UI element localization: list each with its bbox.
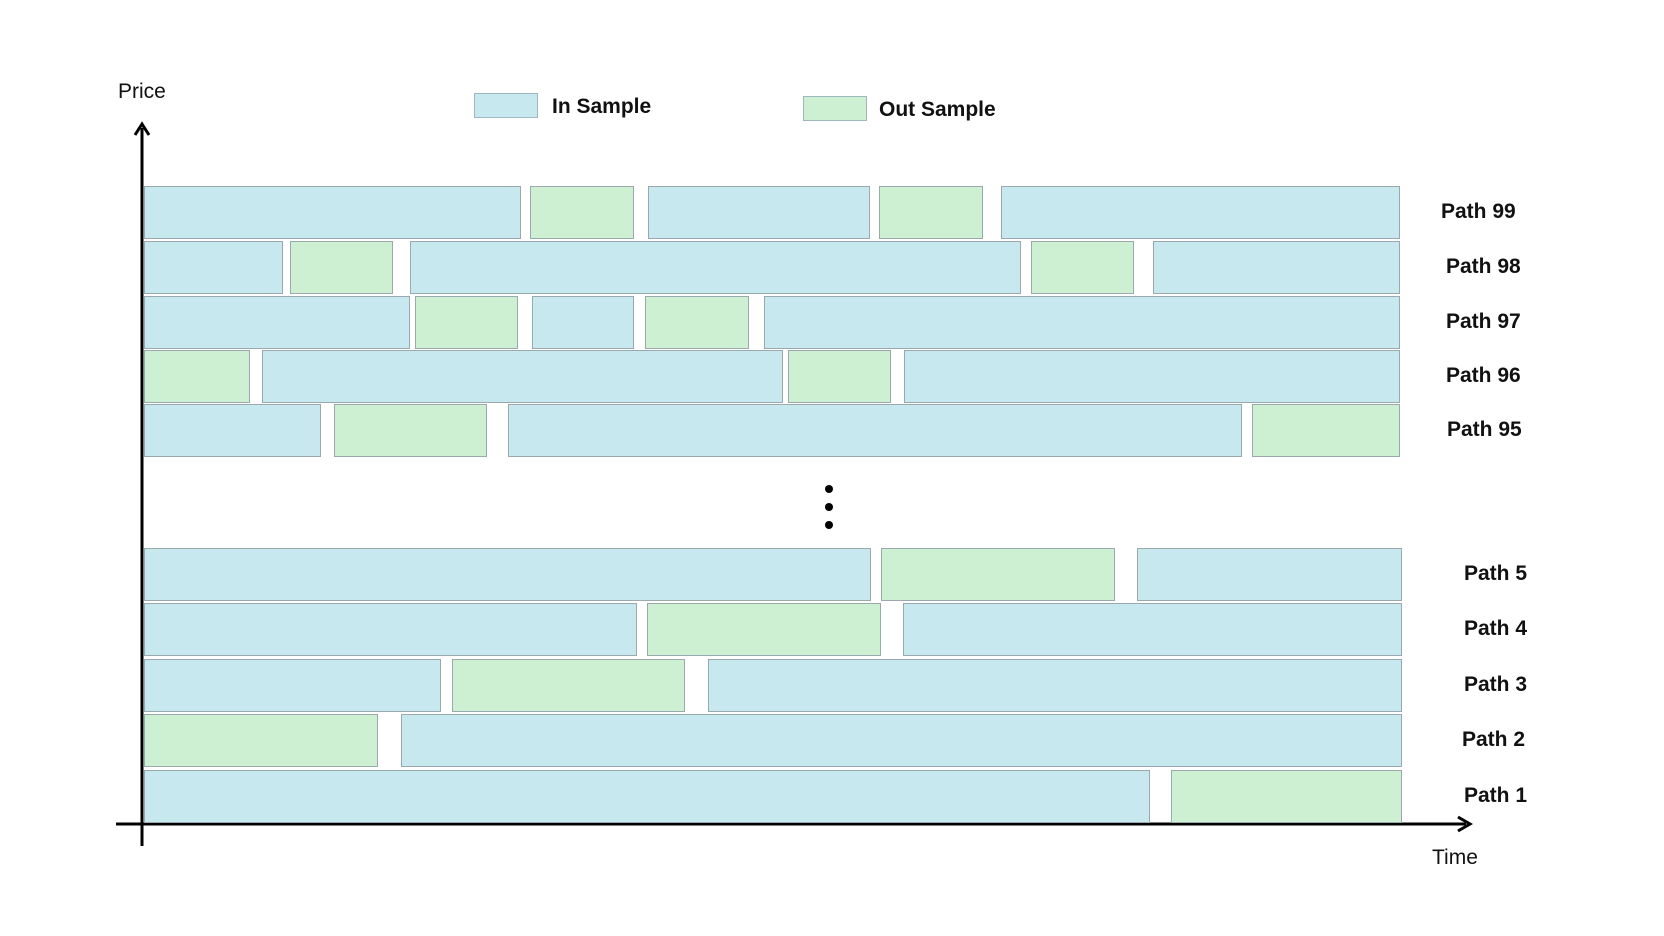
legend-out-sample-label: Out Sample <box>879 98 996 121</box>
path-label: Path 3 <box>1464 673 1528 696</box>
in-sample-block <box>903 350 1400 403</box>
y-axis-arrow <box>133 121 151 136</box>
in-sample-block <box>144 404 322 457</box>
path-label: Path 2 <box>1462 728 1526 751</box>
path-label: Path 98 <box>1446 255 1521 278</box>
out-sample-block <box>881 548 1116 601</box>
ellipsis-dot <box>825 521 833 529</box>
ellipsis-dot <box>825 503 833 511</box>
in-sample-block <box>902 603 1402 656</box>
x-axis-arrow <box>1457 815 1473 833</box>
out-sample-block <box>415 296 519 349</box>
legend-in-sample-label: In Sample <box>552 95 652 118</box>
in-sample-block <box>400 714 1402 767</box>
out-sample-block <box>529 186 634 239</box>
path-label: Path 1 <box>1464 784 1528 807</box>
out-sample-block <box>1170 770 1402 823</box>
out-sample-block <box>452 659 685 712</box>
out-sample-block <box>645 296 750 349</box>
out-sample-block <box>788 350 892 403</box>
in-sample-block <box>532 296 634 349</box>
ellipsis-dot <box>825 485 833 493</box>
in-sample-block <box>1000 186 1400 239</box>
y-axis-label: Price <box>118 80 166 103</box>
in-sample-block <box>144 548 872 601</box>
out-sample-block <box>1251 404 1400 457</box>
in-sample-block <box>1152 241 1400 294</box>
out-sample-block <box>647 603 882 656</box>
in-sample-block <box>764 296 1400 349</box>
out-sample-block <box>878 186 983 239</box>
path-label: Path 95 <box>1447 418 1522 441</box>
in-sample-block <box>647 186 870 239</box>
in-sample-block <box>144 186 521 239</box>
out-sample-block <box>333 404 487 457</box>
in-sample-block <box>1136 548 1402 601</box>
in-sample-block <box>508 404 1242 457</box>
out-sample-block <box>144 350 250 403</box>
path-label: Path 99 <box>1441 200 1516 223</box>
in-sample-block <box>144 659 441 712</box>
in-sample-block <box>144 770 1151 823</box>
in-sample-block <box>707 659 1402 712</box>
x-axis-label: Time <box>1432 846 1478 869</box>
path-label: Path 5 <box>1464 562 1528 585</box>
in-sample-block <box>144 241 284 294</box>
in-sample-block <box>262 350 784 403</box>
out-sample-block <box>1030 241 1134 294</box>
out-sample-block <box>144 714 378 767</box>
out-sample-block <box>289 241 393 294</box>
path-label: Path 97 <box>1446 310 1521 333</box>
path-label: Path 4 <box>1464 617 1528 640</box>
in-sample-block <box>144 603 638 656</box>
in-sample-block <box>410 241 1021 294</box>
path-label: Path 96 <box>1446 364 1521 387</box>
legend-out-sample-swatch <box>803 96 867 121</box>
in-sample-block <box>144 296 411 349</box>
legend-in-sample-swatch <box>474 93 538 118</box>
